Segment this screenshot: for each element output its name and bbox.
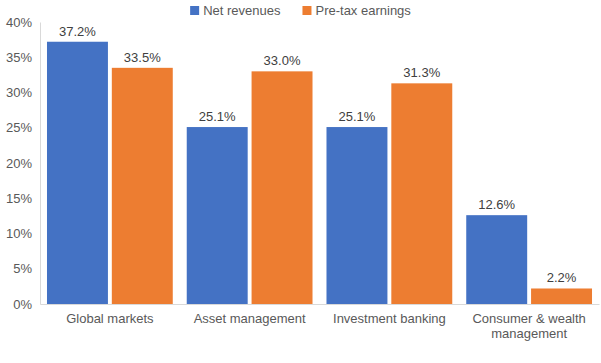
data-label: 12.6% xyxy=(478,197,515,212)
bar xyxy=(326,127,387,304)
plot: 0% 5% 10% 15% 20% 25% 30% 35% 40% Global markets A… xyxy=(6,15,600,342)
y-axis-line xyxy=(40,23,41,305)
y-tick: 25% xyxy=(6,120,40,135)
bars xyxy=(47,42,592,304)
x-tick: Asset management xyxy=(194,304,306,326)
y-tick-label: 25% xyxy=(6,120,32,135)
chart: 0% 5% 10% 15% 20% 25% 30% 35% 40% Global markets A… xyxy=(0,0,601,363)
data-label: 25.1% xyxy=(339,109,376,124)
x-tick-label: Global markets xyxy=(66,311,154,326)
y-tick: 20% xyxy=(6,156,40,171)
bar xyxy=(252,71,313,304)
bar xyxy=(466,215,527,304)
bar xyxy=(187,127,248,304)
y-tick-label: 35% xyxy=(6,50,32,65)
y-tick: 30% xyxy=(6,85,40,100)
data-label: 31.3% xyxy=(403,65,440,80)
bar xyxy=(391,83,452,304)
legend: Net revenues Pre-tax earnings xyxy=(190,3,411,18)
x-tick-label: Consumer & wealthmanagement xyxy=(472,311,585,341)
y-tick-label: 10% xyxy=(6,226,32,241)
data-label: 33.0% xyxy=(264,53,301,68)
data-labels: 37.2% 25.1% 25.1% 12.6% 33.5% 33.0% 31.3% 2.2% xyxy=(59,24,577,286)
data-label: 2.2% xyxy=(547,270,577,285)
legend-label: Net revenues xyxy=(203,3,281,18)
y-tick: 5% xyxy=(13,261,40,276)
y-tick: 35% xyxy=(6,50,40,65)
x-axis: Global markets Asset management Investment… xyxy=(41,304,600,341)
x-tick-label: Asset management xyxy=(194,311,306,326)
y-tick: 10% xyxy=(6,226,40,241)
legend-swatch xyxy=(190,6,199,15)
x-axis-line xyxy=(41,304,600,305)
data-label: 33.5% xyxy=(124,50,161,65)
data-label: 25.1% xyxy=(199,109,236,124)
y-tick: 15% xyxy=(6,191,40,206)
data-label: 37.2% xyxy=(59,24,96,39)
y-tick-label: 15% xyxy=(6,191,32,206)
bar xyxy=(531,288,592,304)
x-tick-label: Investment banking xyxy=(333,311,446,326)
y-tick-label: 0% xyxy=(13,297,32,312)
y-tick: 0% xyxy=(13,297,40,312)
y-tick-label: 20% xyxy=(6,156,32,171)
legend-swatch xyxy=(302,6,311,15)
legend-item: Pre-tax earnings xyxy=(302,3,411,18)
y-axis: 0% 5% 10% 15% 20% 25% 30% 35% 40% xyxy=(6,15,41,312)
y-tick-label: 40% xyxy=(6,15,32,30)
y-tick-label: 5% xyxy=(13,261,32,276)
legend-item: Net revenues xyxy=(190,3,281,18)
bar xyxy=(47,42,108,304)
x-tick: Global markets xyxy=(66,304,154,326)
bar xyxy=(112,68,173,304)
y-tick-label: 30% xyxy=(6,85,32,100)
y-tick: 40% xyxy=(6,15,40,30)
x-tick: Consumer & wealthmanagement xyxy=(472,304,585,341)
legend-label: Pre-tax earnings xyxy=(315,3,411,18)
x-tick: Investment banking xyxy=(333,304,446,326)
